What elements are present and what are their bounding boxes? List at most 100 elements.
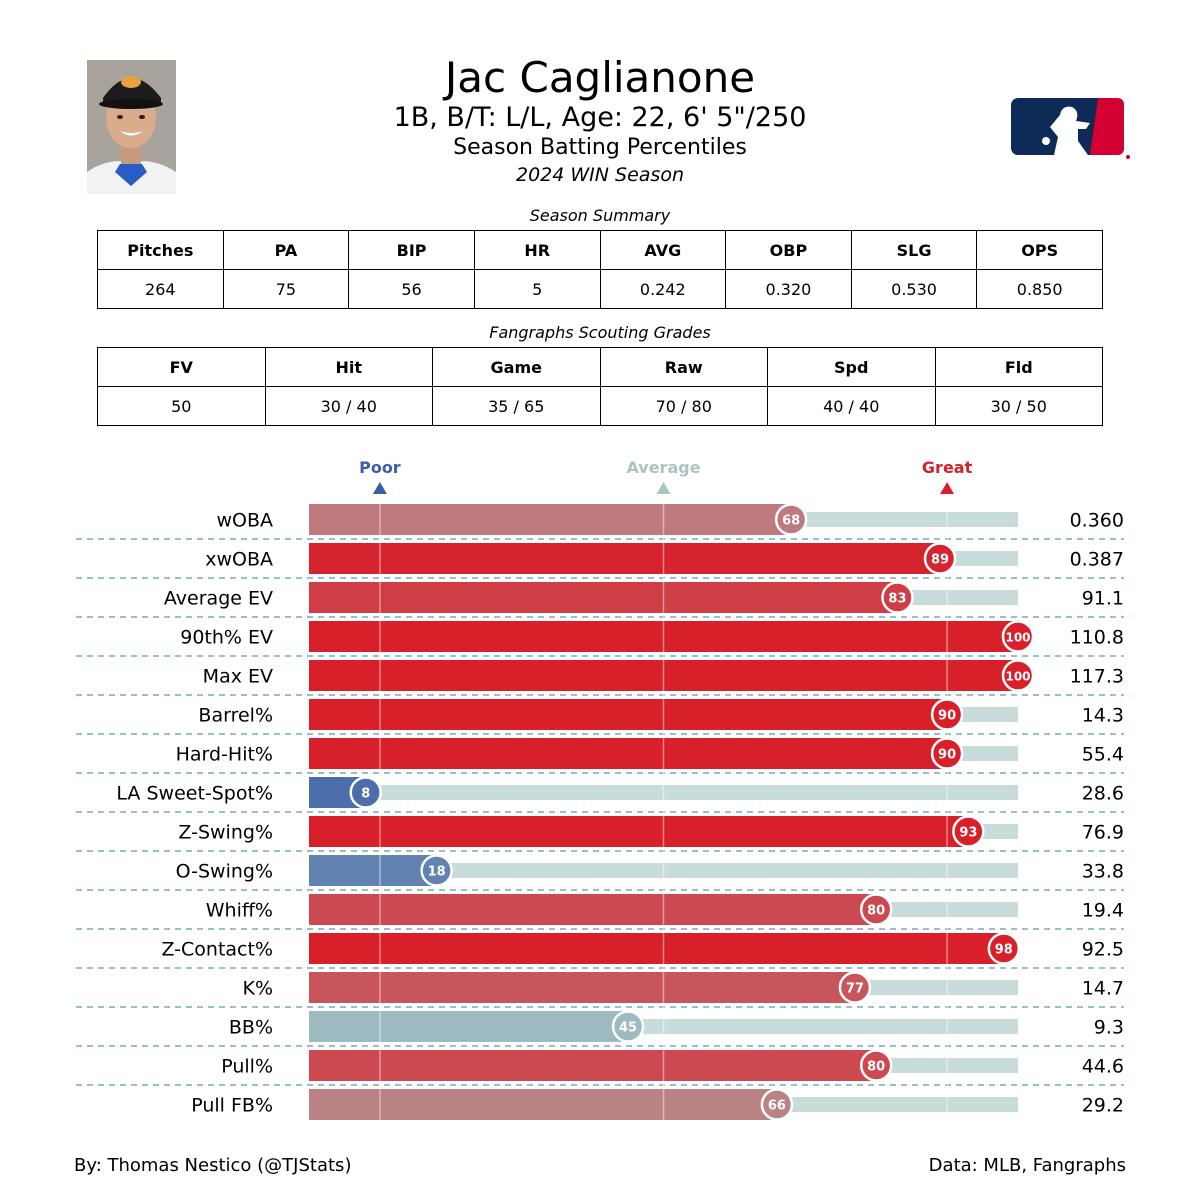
summary-header-cell: BIP (348, 230, 475, 270)
metric-label: Max EV (203, 666, 273, 688)
metric-value: 44.6 (1082, 1056, 1124, 1078)
metric-label: Z-Swing% (178, 822, 273, 844)
percentile-bar (309, 816, 969, 847)
percentile-label: 45 (619, 1021, 637, 1036)
marker-triangle (372, 482, 387, 494)
summary-header-cell: AVG (599, 230, 727, 270)
percentile-bar (309, 660, 1018, 691)
percentile-label: 80 (867, 1060, 885, 1075)
percentile-label: 66 (768, 1099, 786, 1114)
data-source: Data: MLB, Fangraphs (928, 1155, 1126, 1176)
season-label: 2024 WIN Season (516, 164, 684, 186)
metric-label: Whiff% (206, 900, 273, 922)
percentile-label: 68 (782, 514, 800, 529)
summary-value-cell: 0.850 (976, 269, 1103, 309)
percentile-marker (859, 893, 893, 926)
grades-value-cell: 40 / 40 (767, 386, 936, 426)
percentile-bar (309, 504, 792, 535)
grades-value-cell: 30 / 40 (264, 386, 433, 426)
grades-value-cell: 30 / 50 (934, 386, 1103, 426)
metric-value: 91.1 (1082, 588, 1124, 610)
metric-value: 110.8 (1070, 627, 1124, 649)
percentile-label: 90 (938, 748, 956, 763)
percentile-marker (349, 776, 382, 809)
summary-header-cell: PA (222, 230, 350, 270)
percentile-track (309, 785, 1018, 800)
metric-label: K% (242, 978, 273, 1000)
summary-header-cell: OPS (976, 230, 1103, 270)
mlb-logo-icon (1010, 97, 1132, 161)
metric-value: 55.4 (1082, 744, 1124, 766)
percentile-label: 18 (428, 865, 446, 880)
grades-header-cell: Fld (934, 347, 1103, 387)
percentile-bar (309, 855, 437, 886)
percentile-marker (838, 971, 872, 1004)
metric-value: 19.4 (1082, 900, 1124, 922)
percentile-label: 89 (931, 553, 949, 568)
metric-label: Pull% (221, 1056, 273, 1078)
percentile-label: 100 (1005, 631, 1030, 645)
percentile-bar (309, 738, 948, 769)
percentile-bar (309, 1050, 877, 1081)
percentile-marker (930, 737, 964, 770)
metric-label: xwOBA (205, 549, 273, 571)
metric-label: wOBA (216, 510, 273, 532)
metric-value: 76.9 (1082, 822, 1124, 844)
summary-value-cell: 264 (97, 269, 224, 309)
chart-subtitle: Season Batting Percentiles (453, 135, 747, 160)
player-name: Jac Caglianone (444, 53, 756, 102)
percentile-marker (1001, 659, 1035, 692)
grades-value-cell: 35 / 65 (432, 386, 601, 426)
grades-header-row: FV Hit Game Raw Spd Fld (97, 347, 1103, 387)
grades-value-cell: 70 / 80 (599, 386, 768, 426)
percentile-marker (987, 932, 1021, 965)
percentile-label: 98 (995, 943, 1013, 958)
summary-value-cell: 0.320 (725, 269, 852, 309)
marker-triangle (940, 482, 955, 494)
percentile-label: 100 (1005, 670, 1030, 684)
percentile-marker (859, 1049, 893, 1082)
grades-header-cell: Spd (767, 347, 936, 387)
metric-value: 14.3 (1082, 705, 1124, 727)
percentile-label: 80 (867, 904, 885, 919)
percentile-bar (309, 1089, 777, 1120)
summary-header-cell: HR (473, 230, 601, 270)
percentile-bar (309, 1011, 629, 1042)
percentile-bar (309, 894, 877, 925)
grades-header-cell: Game (432, 347, 601, 387)
metric-value: 33.8 (1082, 861, 1124, 883)
percentile-marker (420, 854, 453, 887)
percentile-label: 93 (959, 826, 977, 841)
percentile-marker (930, 698, 964, 731)
percentile-marker (952, 815, 985, 848)
percentile-marker (923, 542, 957, 575)
metric-label: Hard-Hit% (176, 744, 273, 766)
marker-label: Average (626, 458, 700, 477)
metric-label: Pull FB% (191, 1095, 273, 1117)
percentile-bar (309, 543, 941, 574)
percentile-label: 90 (938, 709, 956, 724)
percentile-bar (309, 582, 898, 613)
percentile-marker (611, 1010, 645, 1043)
metric-value: 0.387 (1070, 549, 1124, 571)
metric-value: 9.3 (1094, 1017, 1124, 1039)
grades-header-cell: Hit (264, 347, 433, 387)
percentile-marker (881, 581, 914, 614)
metric-label: BB% (229, 1017, 273, 1039)
metric-value: 0.360 (1070, 510, 1124, 532)
percentile-bar (309, 933, 1004, 964)
marker-label: Great (922, 458, 973, 477)
metric-label: Barrel% (198, 705, 273, 727)
author-credit: By: Thomas Nestico (@TJStats) (74, 1155, 352, 1176)
grades-table-title: Fangraphs Scouting Grades (489, 323, 711, 342)
summary-value-cell: 0.530 (850, 269, 978, 309)
summary-value-cell: 0.242 (599, 269, 727, 309)
grades-value-cell: 50 (97, 386, 266, 426)
player-bio: 1B, B/T: L/L, Age: 22, 6' 5"/250 (393, 102, 807, 133)
grades-header-cell: FV (97, 347, 266, 387)
percentile-marker (760, 1088, 794, 1121)
summary-value-cell: 5 (473, 269, 601, 309)
summary-header-cell: OBP (725, 230, 852, 270)
metric-label: LA Sweet-Spot% (116, 783, 273, 805)
player-photo (87, 60, 176, 194)
